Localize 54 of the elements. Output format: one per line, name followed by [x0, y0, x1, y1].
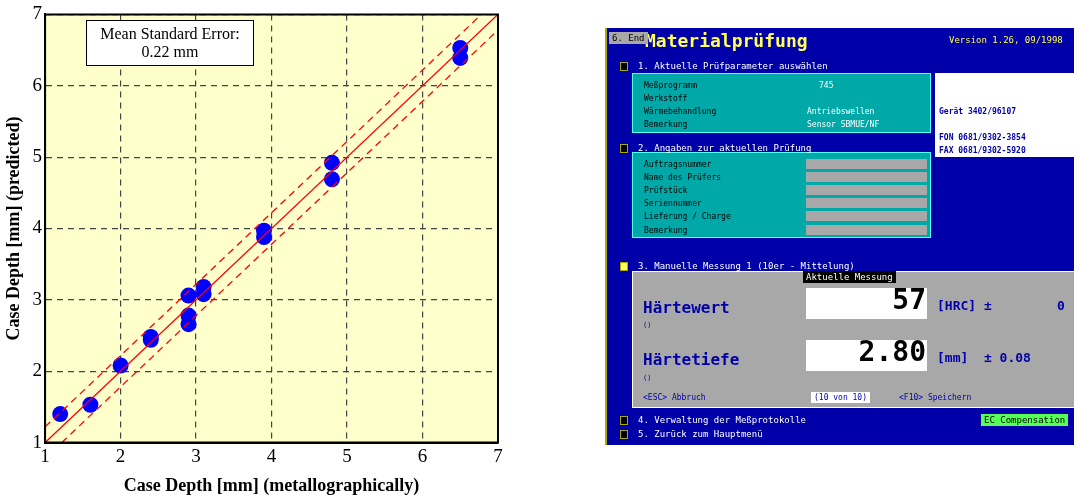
x-axis-title: Case Depth [mm] (metallographically) [123, 474, 420, 496]
y-tick-label: 1 [32, 430, 43, 452]
text: Version 1.26, 09/1998 [949, 34, 1063, 46]
text: Antriebswellen [807, 106, 875, 117]
x-tick-label: 2 [115, 444, 126, 466]
text: 1. Aktuelle Prüfparameter auswählen [638, 60, 828, 72]
point [52, 406, 69, 423]
text: Aktuelle Messung [803, 271, 896, 283]
text: Lieferung / Charge [644, 211, 731, 222]
text: 2.80 [857, 335, 926, 368]
text: Bemerkung [644, 119, 688, 130]
text: Härtewert [643, 298, 730, 317]
text: 5. Zurück zum Hauptmenü [638, 428, 763, 440]
text: 2. Angaben zur aktuellen Prüfung [638, 142, 812, 154]
text: [mm] ± 0.08 [937, 350, 1031, 366]
text: FAX 0681/9302-5920 [939, 145, 1026, 156]
text: Bemerkung [644, 225, 688, 236]
x-tick-label: 7 [493, 444, 503, 466]
text: 0 [1057, 298, 1065, 314]
text: (10 von 10) [811, 392, 870, 403]
text: Prüfstück [644, 185, 688, 196]
point [180, 287, 197, 304]
text: <ESC> Abbruch [643, 392, 706, 403]
text: Wärmebehandlung [644, 106, 717, 117]
annotation: Mean Standard Error: 0.22 mm [86, 20, 254, 66]
text: FON 0681/9302-3854 [939, 132, 1026, 143]
y-tick-label: 6 [32, 73, 43, 95]
x-tick-label: 5 [342, 444, 352, 466]
y-tick-label: 4 [32, 216, 43, 238]
text: Meßprogramm [644, 80, 697, 91]
text: Sensor SBMUE/NF [807, 119, 880, 130]
text: Name des Prüfers [644, 172, 722, 183]
text: EC Compensation [981, 414, 1069, 426]
y-axis-title: Case Depth [mm] (predicted) [3, 116, 25, 341]
text: Werkstoff [644, 93, 688, 104]
text: Seriennummer [644, 198, 702, 209]
text: 57 [891, 283, 926, 316]
x-tick-label: 3 [191, 444, 201, 466]
text: <F10> Speichern [899, 392, 972, 403]
text: [HRC] ± [937, 298, 992, 314]
text: 3. Manuelle Messung 1 (10er - Mittelung) [638, 260, 855, 272]
y-tick-label: 7 [32, 2, 43, 24]
x-tick-label: 6 [417, 444, 428, 466]
y-tick-label: 5 [32, 145, 43, 167]
y-tick-label: 2 [32, 359, 43, 381]
text: Auftragsnummer [644, 159, 712, 170]
x-tick-label: 4 [266, 444, 277, 466]
text: 6. End [612, 33, 645, 43]
text: 4. Verwaltung der Meßprotokolle [638, 414, 806, 426]
text: 745 [819, 80, 834, 91]
text: Härtetiefe [643, 350, 740, 369]
text: Gerät 3402/96107 [939, 106, 1017, 117]
text: Materialprüfung [645, 30, 808, 51]
y-tick-label: 3 [32, 287, 43, 309]
